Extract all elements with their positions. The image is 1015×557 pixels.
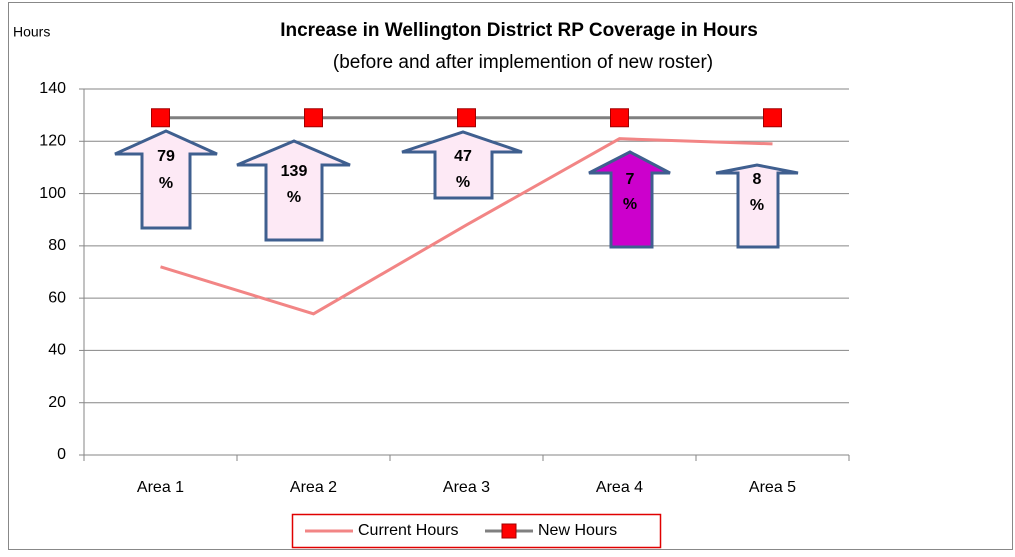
x-tick-label: Area 2 — [290, 479, 337, 496]
chart-title: Increase in Wellington District RP Cover… — [280, 20, 758, 41]
annotation-arrow — [236, 139, 351, 242]
marker — [151, 108, 170, 128]
y-tick-label: 80 — [48, 237, 66, 254]
y-tick-label: 20 — [48, 394, 66, 411]
annotation-text: 7 — [626, 171, 635, 188]
marker — [304, 108, 323, 128]
annotation-text: 79 — [157, 148, 175, 165]
legend-box — [291, 513, 662, 549]
y-tick-label: 100 — [39, 185, 66, 202]
y-axis-label: Hours — [13, 24, 50, 40]
annotation-text: % — [750, 197, 764, 214]
x-tick-label: Area 4 — [596, 479, 643, 496]
annotation-text: % — [159, 175, 173, 192]
y-tick-label: 120 — [39, 133, 66, 150]
annotation-text: % — [456, 174, 470, 191]
annotation-text: % — [287, 189, 301, 206]
annotation-text: % — [623, 196, 637, 213]
legend-marker — [501, 523, 517, 539]
marker — [457, 108, 476, 128]
chart-subtitle: (before and after implemention of new ro… — [333, 52, 713, 73]
x-tick-label: Area 5 — [749, 479, 796, 496]
y-tick-label: 60 — [48, 289, 66, 306]
annotation-arrow — [715, 163, 799, 249]
y-tick-label: 40 — [48, 342, 66, 359]
annotation-text: 8 — [753, 171, 762, 188]
legend-label: New Hours — [538, 522, 617, 539]
y-tick-label: 0 — [57, 446, 66, 463]
annotation-text: 47 — [454, 148, 472, 165]
marker — [763, 108, 782, 128]
legend-label: Current Hours — [358, 522, 458, 539]
annotation-text: 139 — [281, 163, 308, 180]
series-line — [160, 137, 773, 316]
annotation-arrow — [114, 129, 218, 230]
x-tick-label: Area 3 — [443, 479, 490, 496]
annotation-arrow — [588, 150, 671, 249]
y-tick-label: 140 — [39, 80, 66, 97]
marker — [610, 108, 629, 128]
x-tick-label: Area 1 — [137, 479, 184, 496]
annotation-arrow — [401, 130, 523, 200]
chart-border — [8, 2, 1013, 550]
